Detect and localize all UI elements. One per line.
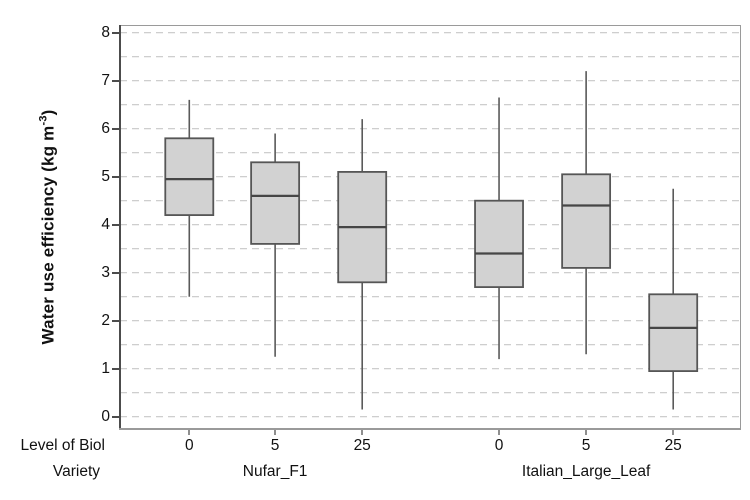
y-axis-title-suffix: ) — [38, 109, 58, 116]
x-tick-mark — [274, 430, 277, 435]
level-of-biol-tick-label: 25 — [664, 437, 682, 454]
y-tick-label: 1 — [101, 359, 110, 377]
y-tick-mark — [112, 79, 119, 82]
y-tick-mark — [112, 415, 119, 418]
y-tick-mark — [112, 271, 119, 274]
x-axis-row1-label: Level of Biol — [20, 437, 105, 454]
box — [250, 161, 301, 245]
variety-group-label: Nufar_F1 — [242, 463, 308, 480]
x-axis-row2-label: Variety — [52, 463, 100, 480]
y-tick-label: 6 — [101, 119, 110, 137]
y-tick-mark — [112, 31, 119, 34]
box — [474, 199, 524, 288]
level-of-biol-tick-label: 5 — [581, 437, 591, 454]
variety-group-label: Italian_Large_Leaf — [521, 463, 651, 480]
level-of-biol-tick-label: 25 — [353, 437, 371, 454]
plot-area — [119, 25, 741, 430]
level-of-biol-tick-label: 0 — [184, 437, 194, 454]
y-axis-title: Water use efficiency (kg m-3) — [38, 109, 59, 344]
y-tick-label: 8 — [101, 23, 110, 41]
y-tick-label: 2 — [101, 311, 110, 329]
y-tick-label: 7 — [101, 71, 110, 89]
y-tick-mark — [112, 367, 119, 370]
x-tick-mark — [585, 430, 588, 435]
y-tick-mark — [112, 223, 119, 226]
boxplot-canvas — [119, 25, 741, 430]
x-tick-mark — [672, 430, 675, 435]
y-axis-title-text: Water use efficiency (kg m — [38, 125, 58, 345]
y-tick-label: 5 — [101, 167, 110, 185]
y-tick-label: 4 — [101, 215, 110, 233]
box — [164, 137, 215, 217]
y-tick-label: 0 — [101, 407, 110, 425]
y-tick-mark — [112, 319, 119, 322]
level-of-biol-tick-label: 5 — [270, 437, 280, 454]
x-tick-mark — [188, 430, 191, 435]
y-tick-label: 3 — [101, 263, 110, 281]
level-of-biol-tick-label: 0 — [494, 437, 504, 454]
y-tick-mark — [112, 127, 119, 130]
plot-frame — [119, 25, 741, 430]
x-tick-mark — [361, 430, 364, 435]
box — [648, 293, 699, 372]
x-tick-mark — [498, 430, 501, 435]
y-tick-mark — [112, 175, 119, 178]
box — [561, 173, 612, 269]
y-axis-title-superscript: -3 — [37, 115, 50, 126]
